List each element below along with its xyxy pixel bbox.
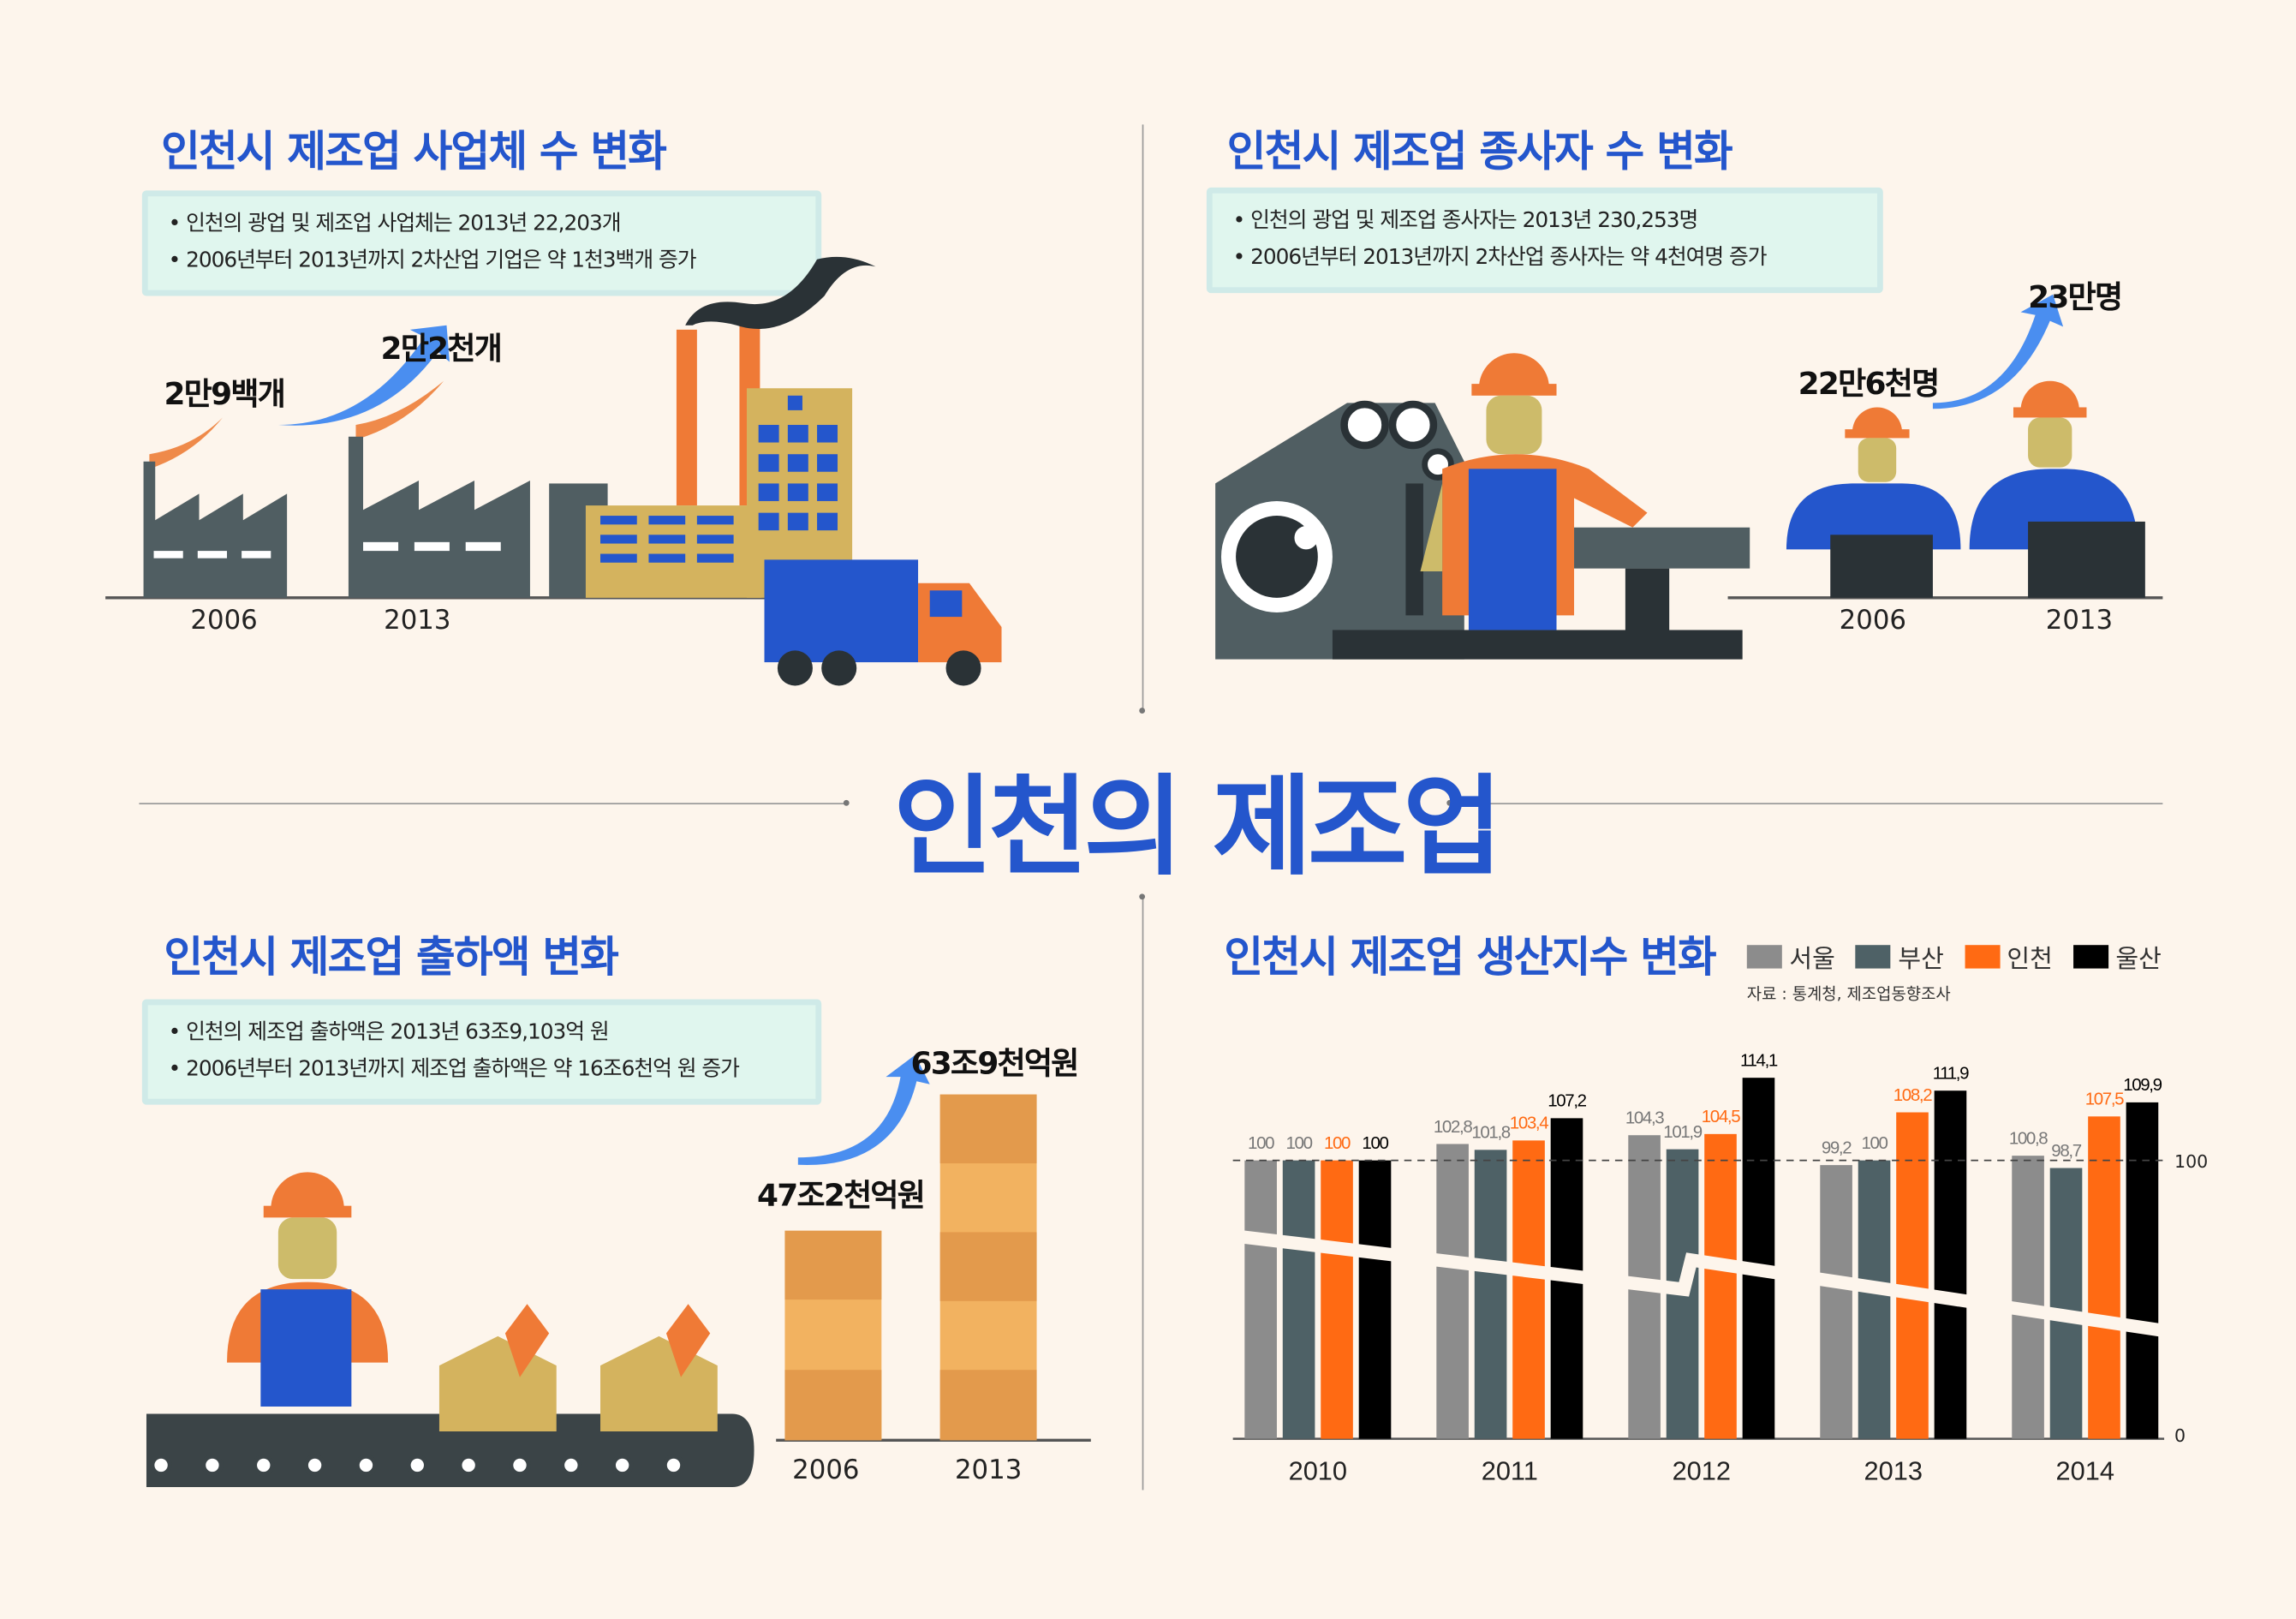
value-label: 100 [1286, 1133, 1313, 1153]
year-label: 2013 [2045, 605, 2114, 636]
value-2006: 2만9백개 [164, 376, 285, 412]
factory-illustration [105, 256, 1002, 686]
value-2006: 47조2천억원 [756, 1178, 926, 1214]
info-box-businesses: 인천의 광업 및 제조업 사업체는 2013년 22,203개 2006년부터 … [141, 190, 822, 296]
year-label: 2006 [792, 1455, 860, 1486]
x-tick-label: 2012 [1673, 1455, 1731, 1485]
value-label: 100 [1248, 1133, 1274, 1153]
legend-label: 울산 [2115, 945, 2162, 975]
bar-부산-2010 [1282, 1160, 1315, 1439]
bar-울산-2012 [1742, 1078, 1775, 1439]
legend-swatch [1746, 944, 1782, 968]
value-label: 102,8 [1434, 1117, 1472, 1137]
bar-인천-2010 [1321, 1160, 1353, 1439]
section-title-businesses: 인천시 제조업 사업체 수 변화 [161, 126, 667, 176]
value-label: 101,8 [1471, 1123, 1510, 1143]
divider-dot [1139, 893, 1146, 900]
axis-break-mark [1226, 1228, 2183, 1341]
info-box-shipments: 인천의 제조업 출하액은 2013년 63조9,103억 원 2006년부터 2… [141, 999, 822, 1105]
value-label: 107,2 [1548, 1091, 1586, 1111]
year-label: 2006 [190, 605, 258, 636]
value-label: 103,4 [1510, 1114, 1548, 1133]
bullet: 2006년부터 2013년까지 2차산업 기업은 약 1천3백개 증가 [169, 243, 796, 280]
value-2013: 23만명 [2028, 279, 2123, 315]
value-label: 100 [1324, 1133, 1351, 1153]
legend-swatch [2072, 944, 2108, 968]
value-label: 104,3 [1625, 1108, 1664, 1128]
legend-swatch [1964, 944, 2000, 968]
bar-부산-2013 [1858, 1160, 1891, 1439]
chart-legend: 서울 부산 인천 울산 [1746, 938, 2162, 975]
legend-item: 인천 [1964, 938, 2053, 975]
chart-source: 자료 : 통계청, 제조업동향조사 [1746, 984, 1951, 1004]
year-label: 2006 [1839, 605, 1906, 636]
bar-울산-2013 [1934, 1090, 1967, 1439]
x-tick-label: 2013 [1864, 1455, 1923, 1485]
value-label: 98,7 [2051, 1141, 2081, 1161]
bar-서울-2013 [1820, 1165, 1852, 1439]
divider-bottom [1142, 896, 1144, 1491]
year-label: 2013 [384, 605, 451, 636]
value-label: 99,2 [1822, 1138, 1852, 1157]
divider-right [1449, 803, 2163, 805]
value-label: 108,2 [1893, 1085, 1932, 1105]
divider-left [139, 803, 845, 805]
section-title-shipments: 인천시 제조업 출하액 변화 [164, 931, 618, 982]
bullet: 인천의 광업 및 제조업 사업체는 2013년 22,203개 [169, 206, 796, 243]
bullet: 2006년부터 2013년까지 2차산업 종사자는 약 4천여명 증가 [1233, 241, 1857, 278]
value-label: 100,8 [2009, 1128, 2048, 1148]
x-tick-label: 2014 [2056, 1455, 2114, 1485]
value-2006: 22만6천명 [1798, 366, 1940, 402]
value-label: 101,9 [1663, 1122, 1702, 1142]
chart-title: 인천시 제조업 생산지수 변화 [1224, 931, 1716, 982]
legend-swatch [1855, 944, 1891, 968]
value-label: 100 [1362, 1133, 1388, 1153]
bar-인천-2014 [2088, 1116, 2120, 1439]
bar-부산-2014 [2049, 1168, 2083, 1439]
bar-서울-2014 [2012, 1156, 2044, 1439]
bullet: 인천의 광업 및 제조업 종사자는 2013년 230,253명 [1233, 204, 1857, 241]
bar-울산-2010 [1358, 1160, 1392, 1439]
legend-label: 서울 [1789, 945, 1835, 975]
conveyor-illustration [146, 1054, 1091, 1488]
value-label: 107,5 [2085, 1090, 2124, 1109]
legend-item: 울산 [2072, 938, 2162, 975]
info-box-workers: 인천의 광업 및 제조업 종사자는 2013년 230,253명 2006년부터… [1206, 187, 1883, 294]
legend-item: 서울 [1746, 938, 1835, 975]
x-tick-label: 2010 [1289, 1455, 1347, 1485]
divider-dot [843, 799, 850, 806]
bullet: 2006년부터 2013년까지 제조업 출하액은 약 16조6천억 원 증가 [169, 1052, 796, 1089]
year-label: 2013 [954, 1455, 1023, 1486]
bar-부산-2011 [1474, 1150, 1507, 1439]
bar-인천-2012 [1704, 1133, 1737, 1439]
section-title-workers: 인천시 제조업 종사자 수 변화 [1226, 126, 1733, 176]
bar-인천-2013 [1896, 1112, 1929, 1439]
bar-울산-2014 [2126, 1102, 2159, 1439]
value-2013: 63조9천억원 [910, 1046, 1079, 1082]
value-label: 109,9 [2123, 1075, 2162, 1095]
divider-dot [1446, 799, 1453, 806]
bar-서울-2011 [1436, 1144, 1469, 1439]
divider-dot [1139, 708, 1146, 714]
value-label: 111,9 [1933, 1064, 1969, 1084]
value-label: 114,1 [1740, 1050, 1778, 1070]
legend-item: 부산 [1855, 938, 1944, 975]
main-title: 인천의 제조업 [892, 764, 1503, 891]
value-label: 100 [1861, 1133, 1887, 1153]
y-tick-label: 100 [2174, 1151, 2208, 1172]
legend-label: 부산 [1898, 945, 1944, 975]
worker-machine-illustration [1215, 294, 2163, 660]
value-label: 104,5 [1702, 1107, 1740, 1126]
bar-서울-2010 [1244, 1160, 1277, 1439]
bullet: 인천의 제조업 출하액은 2013년 63조9,103억 원 [169, 1015, 796, 1052]
legend-label: 인천 [2007, 945, 2053, 975]
value-2013: 2만2천개 [380, 331, 503, 367]
divider-top [1142, 124, 1144, 711]
x-tick-label: 2011 [1482, 1455, 1538, 1485]
y-tick-label: 0 [2174, 1425, 2186, 1446]
bar-인천-2011 [1512, 1140, 1545, 1439]
